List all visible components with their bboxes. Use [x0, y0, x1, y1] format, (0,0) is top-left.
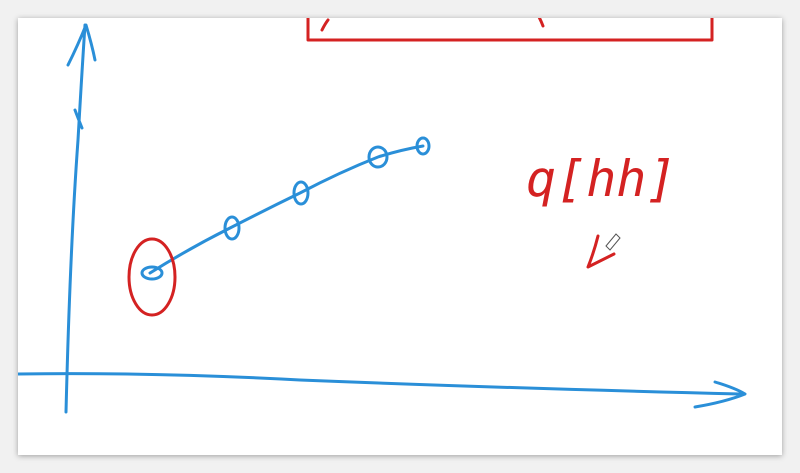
curve-points	[140, 136, 431, 281]
handwritten-note: q[hh]	[526, 150, 677, 208]
canvas-card[interactable]	[18, 18, 782, 455]
red-rectangle	[306, 18, 714, 42]
highlight-circle	[127, 237, 177, 317]
x-axis	[18, 372, 747, 409]
pencil-icon	[605, 233, 621, 251]
pen-cursor	[586, 234, 616, 269]
red-scribble	[320, 18, 545, 32]
y-axis	[64, 23, 97, 414]
